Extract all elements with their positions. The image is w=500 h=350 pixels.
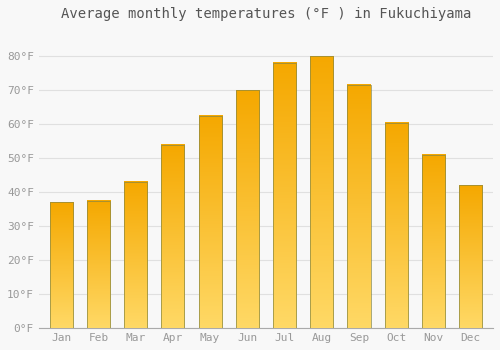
Bar (87, 201, 110, 328)
Bar (162, 145, 184, 328)
Bar (124, 182, 147, 328)
Bar (236, 90, 259, 328)
Bar (384, 122, 408, 328)
Bar (310, 56, 334, 328)
Bar (348, 85, 370, 328)
Bar (422, 155, 445, 328)
Bar (50, 202, 72, 328)
Bar (198, 116, 222, 328)
Bar (273, 63, 296, 328)
Bar (459, 186, 482, 328)
Title: Average monthly temperatures (°F ) in Fukuchiyama: Average monthly temperatures (°F ) in Fu… (60, 7, 471, 21)
